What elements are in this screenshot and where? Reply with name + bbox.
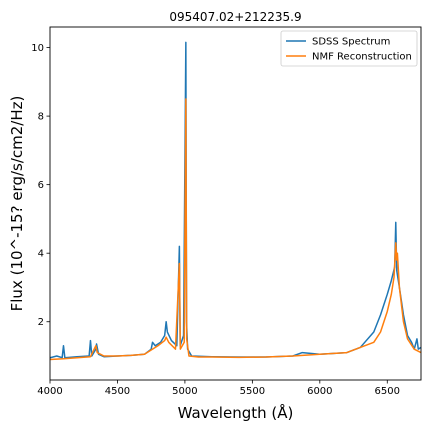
y-tick-label: 2 [38, 317, 44, 328]
chart-title: 095407.02+212235.9 [169, 10, 301, 24]
x-tick-label: 6500 [375, 386, 400, 397]
x-tick-label: 4500 [105, 386, 130, 397]
legend: SDSS Spectrum NMF Reconstruction [280, 30, 418, 67]
x-tick-label: 5500 [240, 386, 265, 397]
x-tick-label: 5000 [172, 386, 197, 397]
y-axis-ticks: 2 4 6 8 10 [31, 43, 50, 328]
series-line-nmf-reconstruction [50, 98, 421, 361]
y-tick-label: 8 [38, 112, 44, 123]
x-axis-label: Wavelength (Å) [178, 403, 294, 422]
legend-label-nmf: NMF Reconstruction [312, 52, 412, 63]
legend-label-sdss: SDSS Spectrum [312, 37, 390, 48]
x-tick-label: 4000 [37, 386, 62, 397]
y-axis-label: Flux (10^-15? erg/s/cm2/Hz) [8, 96, 26, 312]
y-tick-label: 6 [38, 180, 44, 191]
y-tick-label: 4 [38, 249, 44, 260]
series-layer [50, 41, 421, 361]
x-tick-label: 6000 [307, 386, 332, 397]
y-tick-label: 10 [31, 43, 44, 54]
plot-frame [49, 26, 422, 381]
legend-box [280, 30, 418, 67]
x-axis-ticks: 4000 4500 5000 5500 6000 6500 [37, 380, 400, 397]
